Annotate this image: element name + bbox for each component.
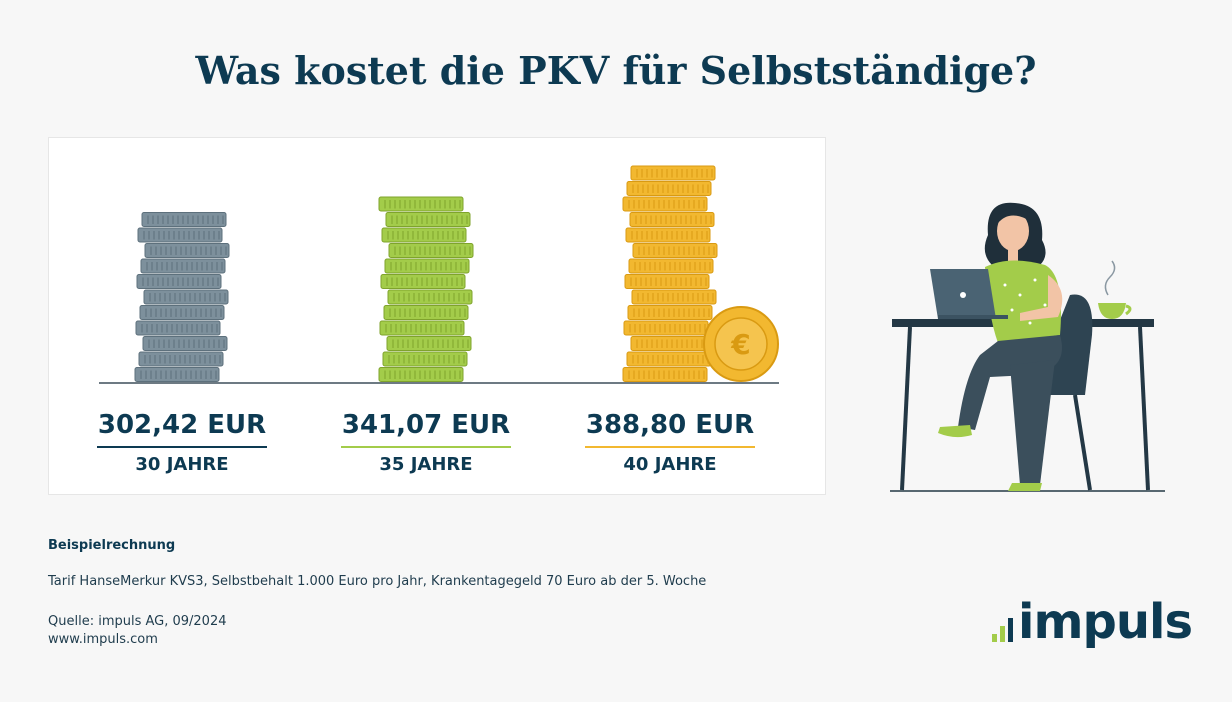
euro-coin-icon: € xyxy=(703,306,779,382)
svg-text:€: € xyxy=(730,328,750,361)
value-label-2: 388,80 EUR xyxy=(585,410,755,440)
category-label-0: 30 JAHRE xyxy=(135,454,229,475)
notes-heading: Beispielrechnung xyxy=(48,538,176,553)
notes-source: Quelle: impuls AG, 09/2024 xyxy=(48,614,227,629)
logo-text: impuls xyxy=(1018,594,1193,650)
category-label-2: 40 JAHRE xyxy=(623,454,717,475)
category-label-1: 35 JAHRE xyxy=(379,454,473,475)
coin-stack-1 xyxy=(378,196,474,382)
value-underline-1 xyxy=(341,446,511,448)
chart-card: € 302,42 EUR 30 JAHRE 341,07 EUR 35 JAHR… xyxy=(48,137,826,495)
coin-stack-chart: € xyxy=(99,165,779,384)
value-label-0: 302,42 EUR xyxy=(97,410,267,440)
value-underline-2 xyxy=(585,446,755,448)
value-label-1: 341,07 EUR xyxy=(341,410,511,440)
coin-stack-2 xyxy=(622,165,718,382)
page-title: Was kostet die PKV für Selbstständige? xyxy=(195,48,1037,93)
woman-at-laptop-illustration xyxy=(890,202,1165,492)
value-underline-0 xyxy=(97,446,267,448)
notes-tariff: Tarif HanseMerkur KVS3, Selbstbehalt 1.0… xyxy=(48,574,707,589)
coin-stack-0 xyxy=(134,212,230,382)
notes-website: www.impuls.com xyxy=(48,632,158,647)
logo-bars-icon xyxy=(992,618,1013,642)
